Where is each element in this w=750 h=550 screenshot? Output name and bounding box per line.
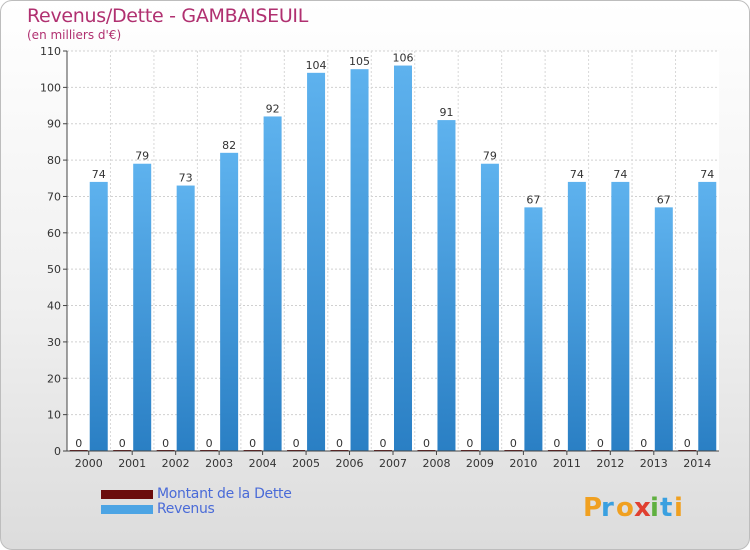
- data-label-revenus-2014: 74: [700, 168, 714, 181]
- chart-title: Revenus/Dette - GAMBAISEUIL: [27, 5, 309, 27]
- data-label-dette-2000: 0: [75, 437, 82, 450]
- x-tick-label: 2013: [640, 457, 668, 470]
- bar-revenus-2006: [350, 69, 369, 451]
- x-tick-label: 2004: [249, 457, 277, 470]
- bar-revenus-2012: [611, 181, 630, 451]
- data-label-revenus-2005: 104: [306, 59, 327, 72]
- x-tick-label: 2003: [205, 457, 233, 470]
- data-label-revenus-2006: 105: [349, 55, 370, 68]
- y-tick-label: 110: [40, 45, 61, 58]
- y-tick-label: 40: [47, 300, 61, 313]
- bar-revenus-2007: [394, 65, 412, 451]
- y-tick-label: 30: [47, 336, 61, 349]
- bar-revenus-2001: [133, 163, 152, 451]
- svg-text:i: i: [650, 493, 659, 523]
- data-label-dette-2004: 0: [249, 437, 256, 450]
- data-label-revenus-2010: 67: [526, 193, 540, 206]
- data-label-dette-2013: 0: [640, 437, 647, 450]
- data-label-dette-2007: 0: [380, 437, 387, 450]
- bar-revenus-2013: [654, 207, 673, 451]
- bar-revenus-2008: [437, 120, 456, 451]
- chart-subtitle: (en milliers d'€): [27, 28, 122, 42]
- data-label-revenus-2002: 73: [179, 172, 193, 185]
- bar-revenus-2010: [524, 207, 543, 451]
- data-label-dette-2008: 0: [423, 437, 430, 450]
- data-label-dette-2009: 0: [466, 437, 473, 450]
- data-label-revenus-2001: 79: [135, 150, 149, 163]
- bar-revenus-2014: [698, 181, 717, 451]
- y-tick-label: 80: [47, 154, 61, 167]
- svg-text:o: o: [616, 493, 634, 523]
- x-tick-label: 2008: [422, 457, 450, 470]
- data-label-revenus-2004: 92: [266, 102, 280, 115]
- plot-area: [67, 51, 719, 451]
- x-tick-label: 2000: [75, 457, 103, 470]
- x-tick-label: 2001: [118, 457, 146, 470]
- data-label-dette-2006: 0: [336, 437, 343, 450]
- bar-revenus-2002: [176, 185, 195, 451]
- svg-text:x: x: [634, 493, 651, 523]
- x-tick-label: 2002: [162, 457, 190, 470]
- data-label-dette-2005: 0: [293, 437, 300, 450]
- svg-text:r: r: [601, 493, 614, 523]
- data-label-revenus-2000: 74: [92, 168, 106, 181]
- bar-revenus-2005: [307, 72, 326, 452]
- y-tick-label: 60: [47, 227, 61, 240]
- data-label-revenus-2007: 106: [393, 52, 414, 65]
- data-label-dette-2001: 0: [119, 437, 126, 450]
- data-label-revenus-2008: 91: [439, 106, 453, 119]
- x-tick-label: 2014: [683, 457, 711, 470]
- bar-revenus-2009: [480, 163, 499, 451]
- data-label-dette-2011: 0: [553, 437, 560, 450]
- data-label-dette-2012: 0: [597, 437, 604, 450]
- bar-revenus-2004: [263, 116, 282, 452]
- proxiti-logo: P r o x i t i: [583, 493, 683, 523]
- x-tick-label: 2012: [596, 457, 624, 470]
- y-tick-label: 50: [47, 263, 61, 276]
- svg-text:P: P: [583, 493, 602, 523]
- data-label-dette-2003: 0: [206, 437, 213, 450]
- bar-revenus-2011: [567, 181, 586, 451]
- y-tick-label: 10: [47, 409, 61, 422]
- data-label-revenus-2012: 74: [613, 168, 627, 181]
- legend-label-revenus: Revenus: [157, 501, 215, 517]
- data-label-revenus-2013: 67: [657, 193, 671, 206]
- y-tick-label: 90: [47, 118, 61, 131]
- legend-swatch-dette: [101, 490, 153, 499]
- data-label-revenus-2003: 82: [222, 139, 236, 152]
- x-tick-label: 2005: [292, 457, 320, 470]
- svg-text:t: t: [660, 493, 672, 523]
- y-tick-label: 100: [40, 81, 61, 94]
- data-label-revenus-2011: 74: [570, 168, 584, 181]
- x-tick-label: 2010: [509, 457, 537, 470]
- data-label-revenus-2009: 79: [483, 150, 497, 163]
- legend-label-dette: Montant de la Dette: [157, 486, 292, 502]
- y-tick-label: 70: [47, 190, 61, 203]
- bar-revenus-2000: [89, 181, 108, 451]
- data-label-dette-2002: 0: [162, 437, 169, 450]
- data-label-dette-2010: 0: [510, 437, 517, 450]
- x-tick-label: 2006: [336, 457, 364, 470]
- svg-text:i: i: [674, 493, 683, 523]
- bar-revenus-2003: [220, 152, 239, 451]
- legend-swatch-revenus: [101, 505, 153, 514]
- y-tick-label: 20: [47, 372, 61, 385]
- x-tick-label: 2011: [553, 457, 581, 470]
- x-tick-label: 2009: [466, 457, 494, 470]
- y-tick-label: 0: [54, 445, 61, 458]
- data-label-dette-2014: 0: [684, 437, 691, 450]
- x-tick-label: 2007: [379, 457, 407, 470]
